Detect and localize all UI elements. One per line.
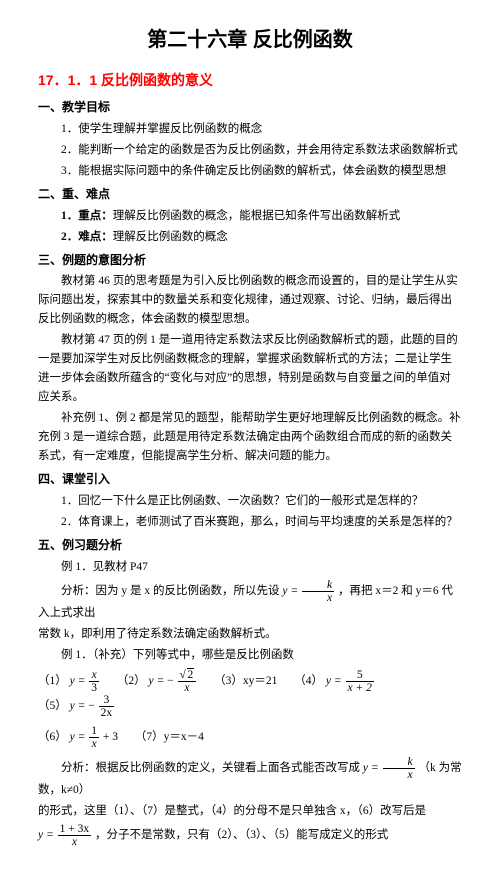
eq-item-7: （7）y＝x－4 xyxy=(135,728,204,747)
analysis-para: 教材第 46 页的思考题是为引入反比例函数的概念而设置的，目的是让学生从实际问题… xyxy=(38,272,462,329)
fraction-icon: 2 x xyxy=(178,669,197,694)
diff-text: 理解反比例函数的概念 xyxy=(113,231,228,243)
key-label: 1．重点： xyxy=(61,210,113,222)
goal-item: 1．使学生理解并掌握反比例函数的概念 xyxy=(61,120,462,139)
numer: 1 + 3x xyxy=(58,823,92,835)
numer: 1 xyxy=(89,725,99,737)
eq-text: y = xyxy=(326,675,342,687)
text-run: ，分子不是常数，只有（2）、（3）、（5）能写成定义的形式 xyxy=(95,829,388,841)
example-ref: 例 1．见教材 P47 xyxy=(38,558,462,577)
analysis-para: 教材第 47 页的例 1 是一道用待定系数法求反比例函数解析式的题，此题的目的一… xyxy=(38,331,462,407)
eq-item-2: （2） y = − 2 x xyxy=(117,669,197,694)
example-supp: 例 1．（补充）下列等式中，哪些是反比例函数 xyxy=(38,646,462,665)
eq-label: （4） xyxy=(294,675,323,687)
goal-item: 3．能根据实际问题中的条件确定反比例函数的解析式，体会函数的模型思想 xyxy=(61,162,462,181)
denom: 3 xyxy=(89,681,99,694)
section-title: 17．1．1 反比例函数的意义 xyxy=(38,69,462,92)
example-analysis-cont: 常数 k，即利用了待定系数法确定函数解析式。 xyxy=(38,625,462,644)
denom: x xyxy=(408,769,413,781)
eq-item-5: （5） y = − 3 2x xyxy=(38,694,115,719)
eq-text: y = xyxy=(38,829,54,841)
page-root: 第二十六章 反比例函数 17．1．1 反比例函数的意义 一、教学目标 1．使学生… xyxy=(0,0,500,880)
eq-label: （2） xyxy=(117,675,146,687)
fraction-icon: x 3 xyxy=(89,669,99,694)
fraction-icon: 5 x + 2 xyxy=(346,669,374,694)
numer: 3 xyxy=(99,694,115,706)
numer: x xyxy=(92,669,97,681)
key-point: 1．重点：理解反比例函数的概念，能根据已知条件写出函数解析式 xyxy=(61,207,462,226)
heading-analysis: 三、例题的意图分析 xyxy=(38,251,462,271)
eq-item-1: （1） y = x 3 xyxy=(38,669,100,694)
eq-text: y = xyxy=(149,675,165,687)
equation-row-1: （1） y = x 3 （2） y = − 2 x （3）xy＝21 （4） y… xyxy=(38,669,462,719)
eq-label: （6） xyxy=(38,731,67,743)
inline-eq: y = 1 + 3x x xyxy=(38,829,95,841)
text-run: 分析：因为 y 是 x 的反比例函数，所以先设 xyxy=(61,585,282,597)
denom: x xyxy=(92,738,97,750)
denom: x + 2 xyxy=(348,682,372,694)
solution-para: y = 1 + 3x x ，分子不是常数，只有（2）、（3）、（5）能写成定义的… xyxy=(38,823,462,848)
numer: 5 xyxy=(346,669,374,681)
fraction-icon: k x xyxy=(383,756,415,781)
equation-row-2: （6） y = 1 x + 3 （7）y＝x－4 xyxy=(38,725,462,750)
inline-eq: y = k x xyxy=(282,585,338,597)
eq-text: y = xyxy=(70,731,86,743)
denom: x xyxy=(327,592,332,604)
eq-item-3: （3）xy＝21 xyxy=(214,672,277,691)
chapter-title: 第二十六章 反比例函数 xyxy=(38,24,462,57)
goal-item: 2．能判断一个给定的函数是否为反比例函数，并会用待定系数法求函数解析式 xyxy=(61,141,462,160)
heading-intro: 四、课堂引入 xyxy=(38,470,462,490)
inline-eq: y = k x xyxy=(363,762,419,774)
text-run: 分析：根据反比例函数的定义，关键看上面各式能否改写成 xyxy=(61,762,363,774)
denom: x xyxy=(184,682,189,694)
numer: k xyxy=(408,756,413,768)
intro-para: 2．体育课上，老师测试了百米赛跑，那么，时间与平均速度的关系是怎样的？ xyxy=(38,513,462,532)
diff-point: 2．难点：理解反比例函数的概念 xyxy=(61,228,462,247)
heading-examples: 五、例习题分析 xyxy=(38,536,462,556)
heading-keydiff: 二、重、难点 xyxy=(38,185,462,205)
denom: x xyxy=(72,836,77,848)
example-analysis: 分析：因为 y 是 x 的反比例函数，所以先设 y = k x ，再把 x＝2 … xyxy=(38,579,462,623)
eq-text: + 3 xyxy=(103,731,118,743)
denom: 2x xyxy=(99,706,115,719)
radicand: 2 xyxy=(187,668,195,681)
fraction-icon: 1 x xyxy=(89,725,99,750)
heading-goals: 一、教学目标 xyxy=(38,98,462,118)
intro-para: 1．回忆一下什么是正比例函数、一次函数？它们的一般形式是怎样的？ xyxy=(38,492,462,511)
eq-text: y = xyxy=(70,675,86,687)
sqrt-icon: 2 xyxy=(180,669,195,681)
eq-text: y = xyxy=(282,585,298,597)
solution-para: 的形式，这里（1）、（7）是整式，（4）的分母不是只单独含 x，（6）改写后是 xyxy=(38,802,462,821)
fraction-icon: 3 2x xyxy=(99,694,115,719)
analysis-para: 补充例 1、例 2 都是常见的题型，能帮助学生更好地理解反比例函数的概念。补充例… xyxy=(38,409,462,466)
fraction-icon: k x xyxy=(302,579,334,604)
goals-list: 1．使学生理解并掌握反比例函数的概念 2．能判断一个给定的函数是否为反比例函数，… xyxy=(61,120,462,181)
key-text: 理解反比例函数的概念，能根据已知条件写出函数解析式 xyxy=(113,210,401,222)
keydiff-block: 1．重点：理解反比例函数的概念，能根据已知条件写出函数解析式 2．难点：理解反比… xyxy=(61,207,462,247)
numer: k xyxy=(327,579,332,591)
eq-text: y = xyxy=(363,762,379,774)
minus-icon: − xyxy=(167,675,174,687)
eq-item-4: （4） y = 5 x + 2 xyxy=(294,669,375,694)
eq-label: （1） xyxy=(38,675,67,687)
eq-item-6: （6） y = 1 x + 3 xyxy=(38,725,118,750)
diff-label: 2．难点： xyxy=(61,231,113,243)
fraction-icon: 1 + 3x x xyxy=(58,823,92,848)
solution-para: 分析：根据反比例函数的定义，关键看上面各式能否改写成 y = k x （k 为常… xyxy=(38,756,462,800)
